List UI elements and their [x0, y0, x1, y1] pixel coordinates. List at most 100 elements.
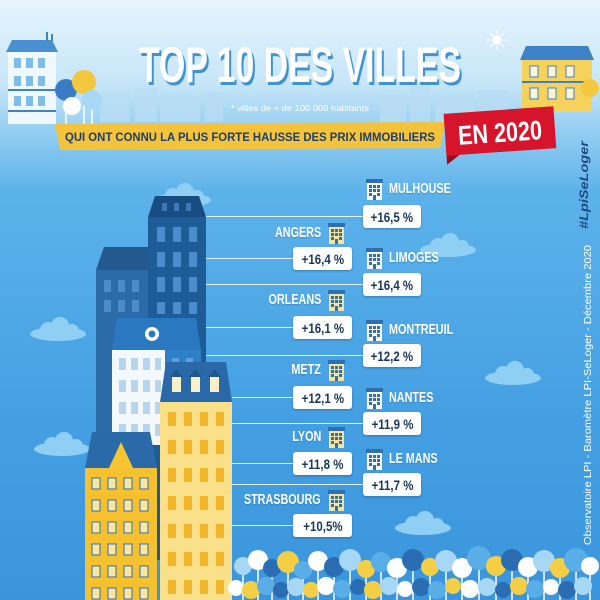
tree-icon: [234, 557, 252, 575]
top-right-townhouse: [520, 46, 599, 112]
price-change-badge: +11,9 %: [363, 412, 421, 435]
tree-icon: [287, 578, 305, 596]
tree-icon: [357, 560, 375, 578]
tree-icon: [445, 578, 461, 594]
price-change-value: +12,2 %: [370, 347, 414, 364]
tree-icon: [428, 581, 446, 599]
tree-icon: [257, 577, 275, 595]
city-name: MONTREUIL: [389, 321, 454, 338]
price-change-value: +16,4 %: [370, 276, 414, 293]
price-change-value: +16,1 %: [301, 319, 344, 336]
tree-icon: [242, 581, 260, 599]
price-change-value: +16,5 %: [370, 208, 414, 225]
tree-icon: [371, 552, 391, 572]
year-tag: EN 2020: [443, 106, 557, 165]
tree-icon: [387, 558, 407, 578]
city-name: METZ: [291, 361, 321, 378]
building-icon: [328, 427, 345, 448]
price-change-value: +16,4 %: [301, 250, 344, 267]
tree-icon: [364, 581, 382, 599]
price-change-badge: +11,7 %: [363, 473, 421, 496]
year-tag-text: EN 2020: [457, 115, 543, 151]
city-name: LE MANS: [389, 450, 438, 467]
city-name: NANTES: [389, 389, 434, 406]
building-icon: [366, 320, 383, 341]
price-change-value: +11,8 %: [301, 455, 344, 472]
building-icon: [328, 290, 345, 311]
tree-icon: [486, 556, 506, 576]
tree-icon: [277, 551, 299, 573]
price-change-value: +12,1 %: [301, 389, 344, 406]
subtitle-banner: QUI ONT CONNU LA PLUS FORTE HAUSSE DES P…: [55, 122, 445, 150]
tree-icon: [495, 582, 511, 598]
tree-icon: [478, 578, 496, 596]
tree-icon: [518, 557, 538, 577]
building-icon: [366, 179, 383, 200]
tree-icon: [526, 580, 544, 598]
building-icon: [328, 360, 345, 381]
tree-icon: [263, 559, 281, 577]
tree-icon: [501, 549, 523, 571]
building-cream-right: [160, 362, 232, 600]
tree-icon: [435, 550, 457, 572]
city-name: STRASBOURG: [244, 491, 321, 508]
tree-icon: [533, 550, 555, 572]
building-icon: [366, 248, 383, 269]
city-name: ORLEANS: [268, 291, 321, 308]
tree-icon: [452, 558, 472, 578]
top-left-townhouse: [6, 32, 58, 124]
tree-icon: [350, 579, 366, 595]
building-icon: [328, 223, 345, 244]
price-change-value: +10,5%: [302, 517, 343, 534]
city-name: MULHOUSE: [389, 180, 451, 197]
title: TOP 10 DES VILLES: [139, 37, 461, 93]
top-left-trees: [55, 70, 102, 124]
price-change-badge: +12,1 %: [293, 386, 352, 409]
city-name: ANGERS: [274, 224, 321, 241]
price-change-badge: +16,1 %: [293, 316, 352, 339]
building-icon: [366, 388, 383, 409]
tree-icon: [461, 580, 479, 598]
price-change-badge: +16,5 %: [363, 205, 421, 228]
tree-icon: [324, 557, 344, 577]
price-change-value: +11,9 %: [371, 415, 413, 432]
tree-icon: [228, 580, 244, 596]
tree-icon: [380, 577, 398, 595]
city-name: LIMOGES: [389, 249, 439, 266]
price-change-badge: +16,4 %: [363, 273, 421, 296]
tree-icon: [467, 546, 491, 570]
price-change-badge: +16,4 %: [293, 247, 352, 270]
connector-lines: [202, 216, 363, 526]
price-change-badge: +11,8 %: [293, 452, 352, 475]
price-change-badge: +12,2 %: [363, 344, 421, 367]
hashtag: #LpiSeLoger: [577, 139, 591, 229]
tree-icon: [543, 579, 559, 595]
price-change-badge: +10,5%: [293, 514, 352, 537]
tree-icon: [510, 577, 528, 595]
sun-icon: [487, 30, 507, 50]
tree-icon: [574, 577, 592, 595]
tree-row: [228, 546, 599, 600]
tree-icon: [581, 557, 599, 575]
tree-icon: [273, 582, 289, 598]
tree-icon: [421, 558, 439, 576]
footnote: * villes de + de 100 000 habitants: [231, 103, 369, 113]
building-icon: [366, 449, 383, 470]
tree-icon: [303, 582, 319, 598]
tree-icon: [294, 561, 312, 579]
building-yellow-left: [85, 432, 157, 600]
tree-icon: [248, 550, 268, 570]
tree-icon: [339, 549, 361, 571]
source-credit: Observatoire LPI - Baromètre LPI-SeLoger…: [583, 245, 594, 545]
price-change-value: +11,7 %: [371, 476, 413, 493]
tree-icon: [412, 578, 430, 596]
banner-text: QUI ONT CONNU LA PLUS FORTE HAUSSE DES P…: [65, 130, 435, 144]
city-name: LYON: [291, 428, 321, 445]
building-icon: [328, 490, 345, 511]
tree-icon: [317, 577, 335, 595]
tree-icon: [402, 549, 424, 571]
tree-icon: [397, 581, 413, 597]
tree-icon: [558, 581, 576, 599]
tree-icon: [308, 551, 328, 571]
